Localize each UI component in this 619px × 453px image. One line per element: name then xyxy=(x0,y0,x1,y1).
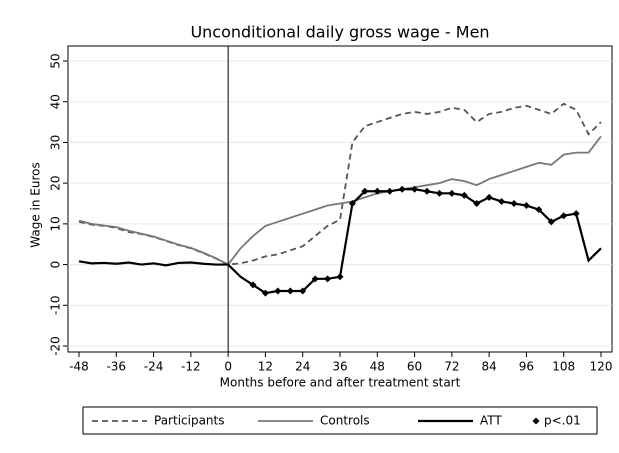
x-tick-label: 60 xyxy=(407,360,422,374)
x-tick-label: 108 xyxy=(552,360,575,374)
chart-title: Unconditional daily gross wage - Men xyxy=(190,23,489,42)
marker xyxy=(311,275,319,283)
marker xyxy=(361,187,369,195)
marker xyxy=(423,187,431,195)
x-tick-label: 96 xyxy=(519,360,534,374)
y-tick-label: 20 xyxy=(49,176,63,191)
marker xyxy=(510,200,518,207)
marker xyxy=(324,275,332,283)
legend-label: Controls xyxy=(320,414,370,428)
marker xyxy=(435,189,443,197)
series-line xyxy=(78,135,602,266)
marker xyxy=(286,287,294,295)
legend-box xyxy=(82,406,598,435)
legend-label: Participants xyxy=(154,414,225,428)
x-tick-label: -24 xyxy=(144,360,164,374)
marker xyxy=(522,202,530,210)
marker xyxy=(448,189,456,197)
marker xyxy=(386,187,394,195)
marker xyxy=(460,191,468,199)
legend-marker xyxy=(532,417,540,425)
x-tick-label: 12 xyxy=(258,360,273,374)
legend-label: p<.01 xyxy=(544,414,581,428)
marker xyxy=(274,287,282,295)
marker xyxy=(373,187,381,195)
x-axis-label: Months before and after treatment start xyxy=(220,376,461,390)
x-tick-label: 84 xyxy=(482,360,497,374)
x-tick-label: -36 xyxy=(106,360,126,374)
x-tick-label: 72 xyxy=(444,360,459,374)
legend-label: ATT xyxy=(480,414,502,428)
y-tick-label: 0 xyxy=(49,261,63,269)
marker xyxy=(299,287,307,295)
marker xyxy=(572,210,580,218)
marker xyxy=(398,185,406,193)
marker xyxy=(411,185,419,193)
marker xyxy=(547,218,555,226)
y-tick-label: 50 xyxy=(49,53,63,68)
x-tick-label: 120 xyxy=(590,360,613,374)
marker xyxy=(261,289,269,297)
y-tick-label: 40 xyxy=(49,94,63,109)
y-tick-label: -10 xyxy=(49,295,63,315)
marker xyxy=(535,206,543,214)
y-tick-label: -20 xyxy=(49,336,63,356)
x-tick-label: 24 xyxy=(295,360,310,374)
marker xyxy=(473,200,481,207)
x-tick-label: -48 xyxy=(69,360,89,374)
marker xyxy=(249,281,257,289)
y-tick-label: 10 xyxy=(49,216,63,231)
marker xyxy=(485,193,493,201)
y-axis-label: Wage in Euros xyxy=(29,162,43,247)
marker xyxy=(336,273,344,281)
x-tick-label: -12 xyxy=(181,360,201,374)
plot-area xyxy=(67,45,613,353)
x-tick-label: 0 xyxy=(224,360,232,374)
x-tick-label: 48 xyxy=(370,360,385,374)
marker xyxy=(498,197,506,205)
x-tick-label: 36 xyxy=(332,360,347,374)
marker xyxy=(560,212,568,220)
y-tick-label: 30 xyxy=(49,135,63,150)
marker xyxy=(348,200,356,207)
